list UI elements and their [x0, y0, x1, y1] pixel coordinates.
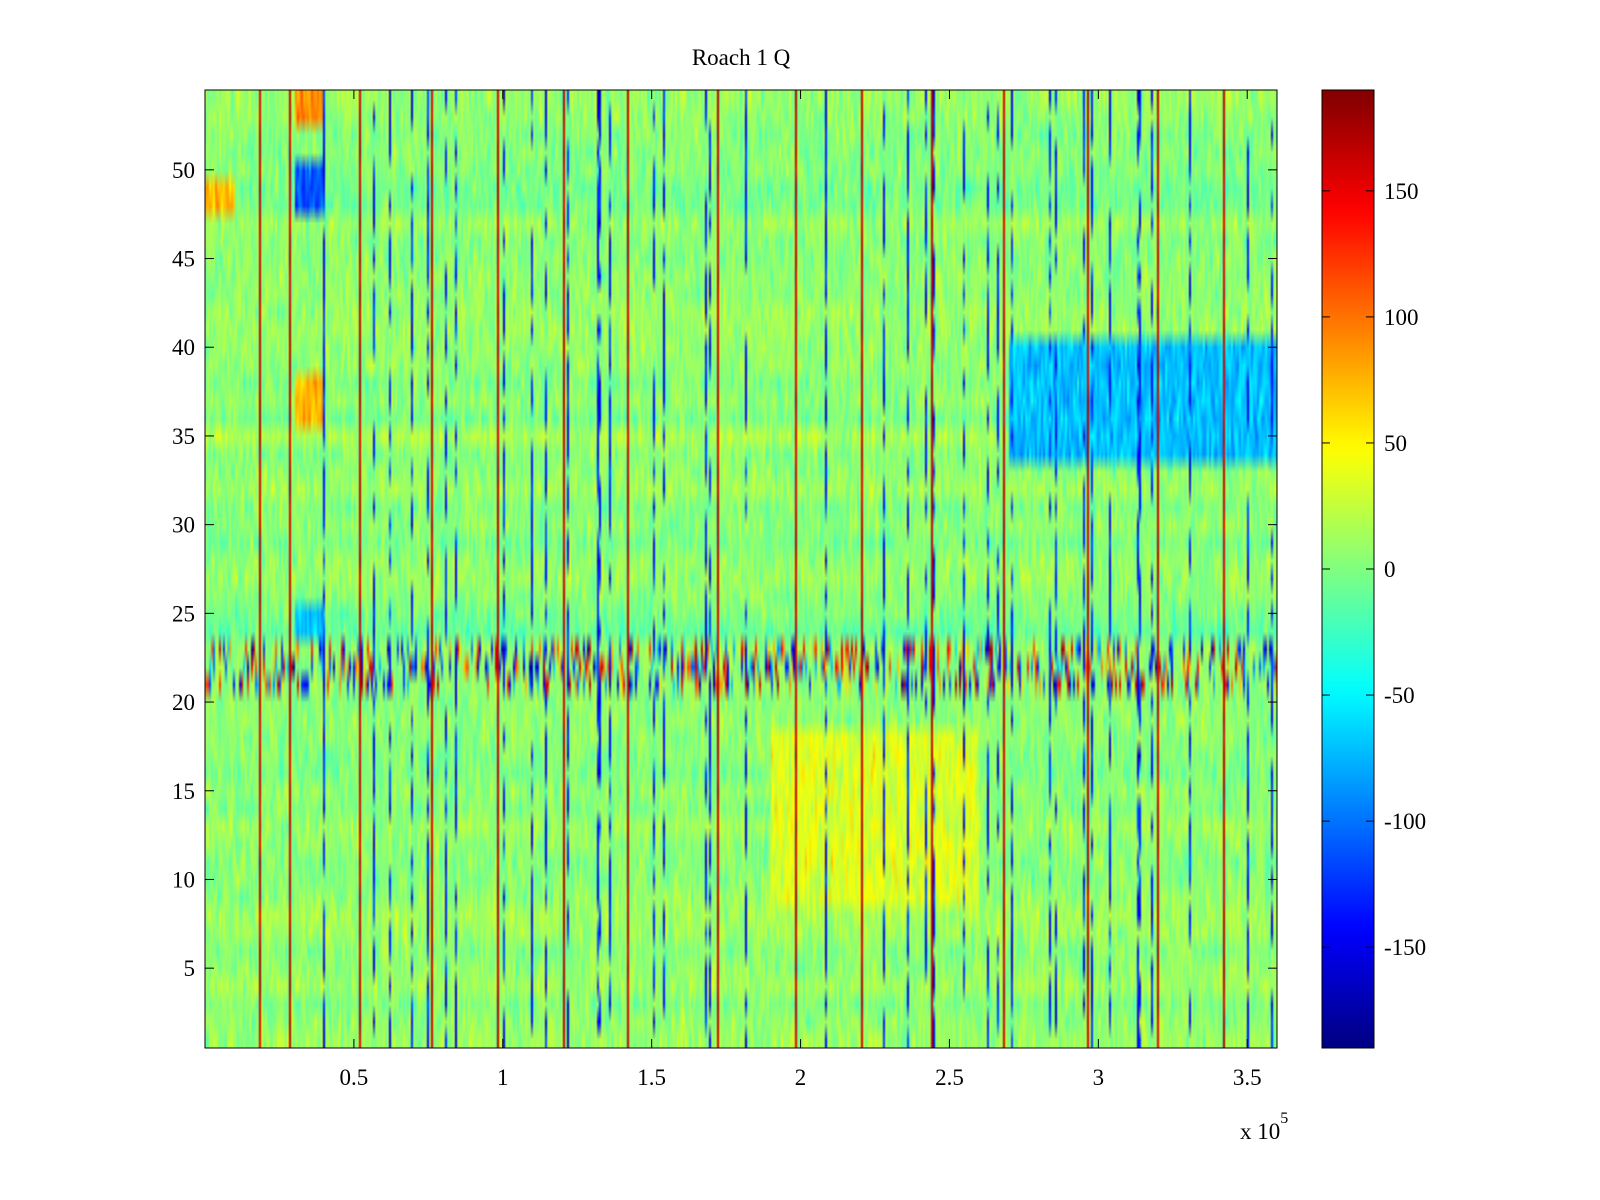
- colorbar: [1322, 90, 1374, 1048]
- chart-title: Roach 1 Q: [692, 45, 791, 70]
- y-tick-label: 35: [172, 424, 195, 449]
- plot-frame: [204, 89, 1278, 1049]
- x-exponent-power: 5: [1280, 1110, 1288, 1127]
- y-tick-label: 5: [184, 956, 196, 981]
- x-tick-label: 3.5: [1233, 1065, 1262, 1090]
- colorbar-tick-label: 150: [1384, 179, 1419, 204]
- x-tick-label: 0.5: [340, 1065, 369, 1090]
- y-tick-label: 10: [172, 867, 195, 892]
- y-axis: 5 10 15 20 25 30 35 40 45 50: [172, 158, 1277, 981]
- x-tick-label: 1.5: [637, 1065, 666, 1090]
- y-tick-label: 25: [172, 601, 195, 626]
- y-tick-label: 50: [172, 158, 195, 183]
- x-tick-label: 3: [1093, 1065, 1105, 1090]
- x-tick-label: 2: [795, 1065, 807, 1090]
- colorbar-tick-label: 100: [1384, 305, 1419, 330]
- colorbar-tick-label: 50: [1384, 431, 1407, 456]
- y-tick-label: 15: [172, 779, 195, 804]
- colorbar-tick-label: 0: [1384, 557, 1396, 582]
- x-exponent-base: x 10: [1240, 1119, 1280, 1144]
- y-tick-label: 40: [172, 335, 195, 360]
- colorbar-tick-label: -100: [1384, 809, 1426, 834]
- x-tick-label: 1: [497, 1065, 509, 1090]
- y-tick-label: 20: [172, 690, 195, 715]
- y-tick-label: 45: [172, 247, 195, 272]
- colorbar-tick-label: -50: [1384, 683, 1415, 708]
- x-tick-label: 2.5: [935, 1065, 964, 1090]
- colorbar-ticks: 150 100 50 0 -50 -100 -150: [1322, 179, 1426, 960]
- heatmap-image: [205, 90, 1277, 1048]
- y-tick-label: 30: [172, 513, 195, 538]
- x-axis-exponent: x 105: [1240, 1110, 1288, 1144]
- x-axis: 0.5 1 1.5 2 2.5 3 3.5: [340, 90, 1262, 1090]
- colorbar-tick-label: -150: [1384, 935, 1426, 960]
